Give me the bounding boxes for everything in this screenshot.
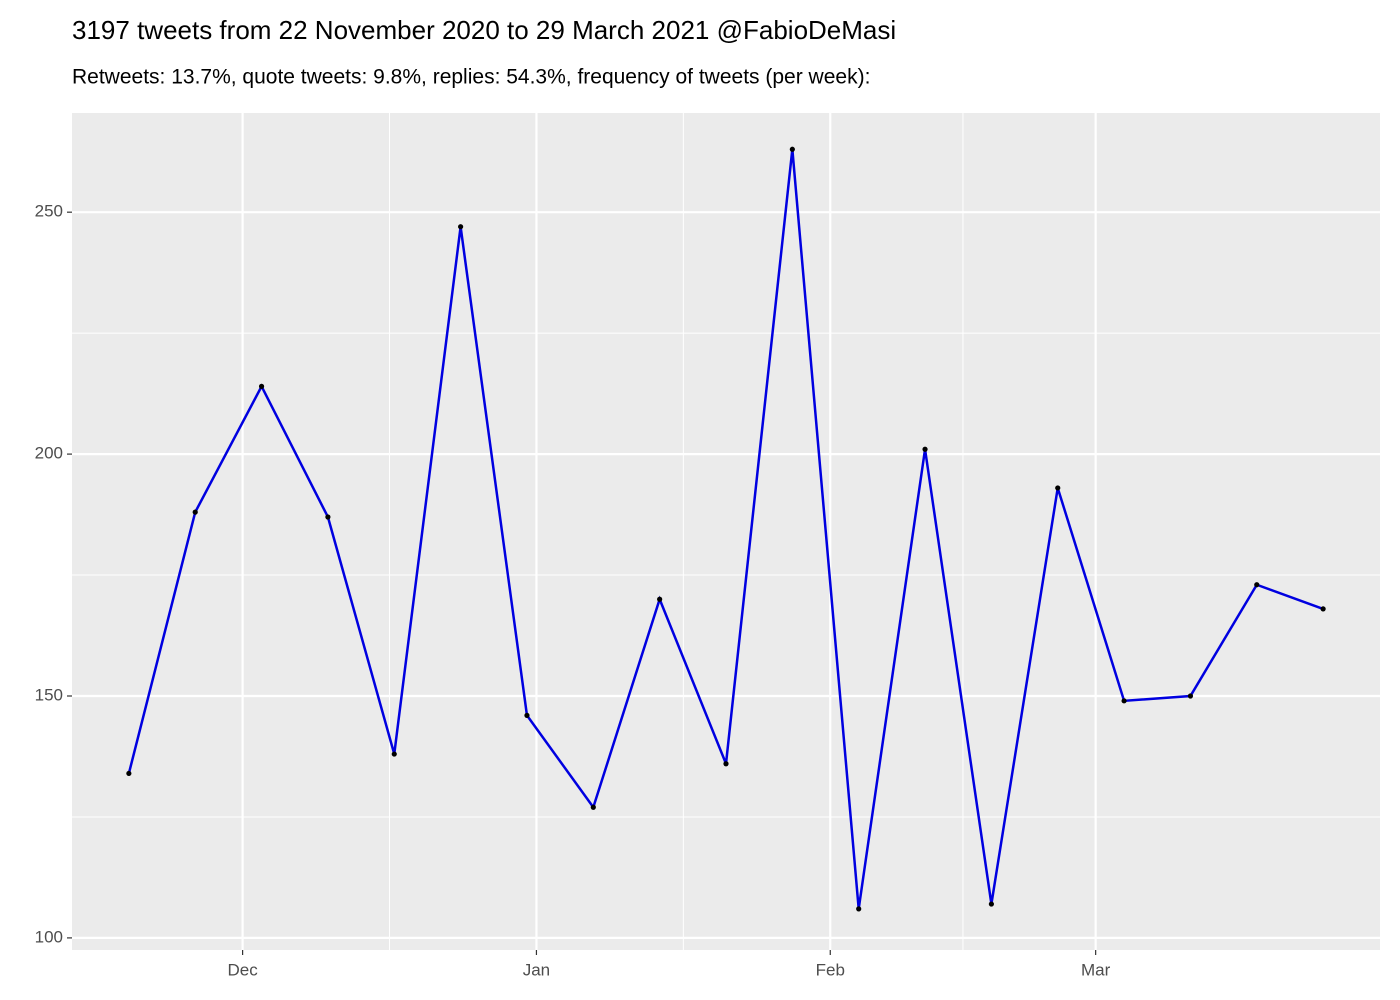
x-tick-label: Feb — [816, 960, 845, 979]
point — [458, 224, 464, 230]
point — [1187, 693, 1194, 699]
point — [657, 596, 663, 602]
point — [590, 804, 596, 810]
point — [1055, 485, 1061, 491]
point — [325, 514, 331, 520]
chart-title: 3197 tweets from 22 November 2020 to 29 … — [72, 15, 896, 45]
point — [856, 906, 862, 912]
point — [258, 383, 265, 389]
point — [524, 712, 530, 718]
point — [192, 509, 198, 515]
point — [1254, 582, 1260, 588]
x-tick-label: Dec — [227, 960, 258, 979]
point — [1320, 606, 1326, 612]
point — [1121, 698, 1127, 704]
point — [126, 770, 132, 777]
x-tick-label: Mar — [1081, 960, 1111, 979]
y-tick-label: 200 — [35, 444, 63, 463]
point — [789, 146, 795, 152]
y-tick-label: 250 — [35, 202, 63, 221]
point — [988, 901, 994, 907]
panel-background — [72, 113, 1380, 950]
chart-subtitle: Retweets: 13.7%, quote tweets: 9.8%, rep… — [72, 66, 870, 89]
point — [922, 446, 928, 452]
point — [723, 761, 729, 767]
x-tick-label: Jan — [523, 960, 550, 979]
y-tick-label: 100 — [35, 927, 63, 946]
y-tick-label: 150 — [35, 685, 63, 704]
point — [391, 751, 397, 757]
